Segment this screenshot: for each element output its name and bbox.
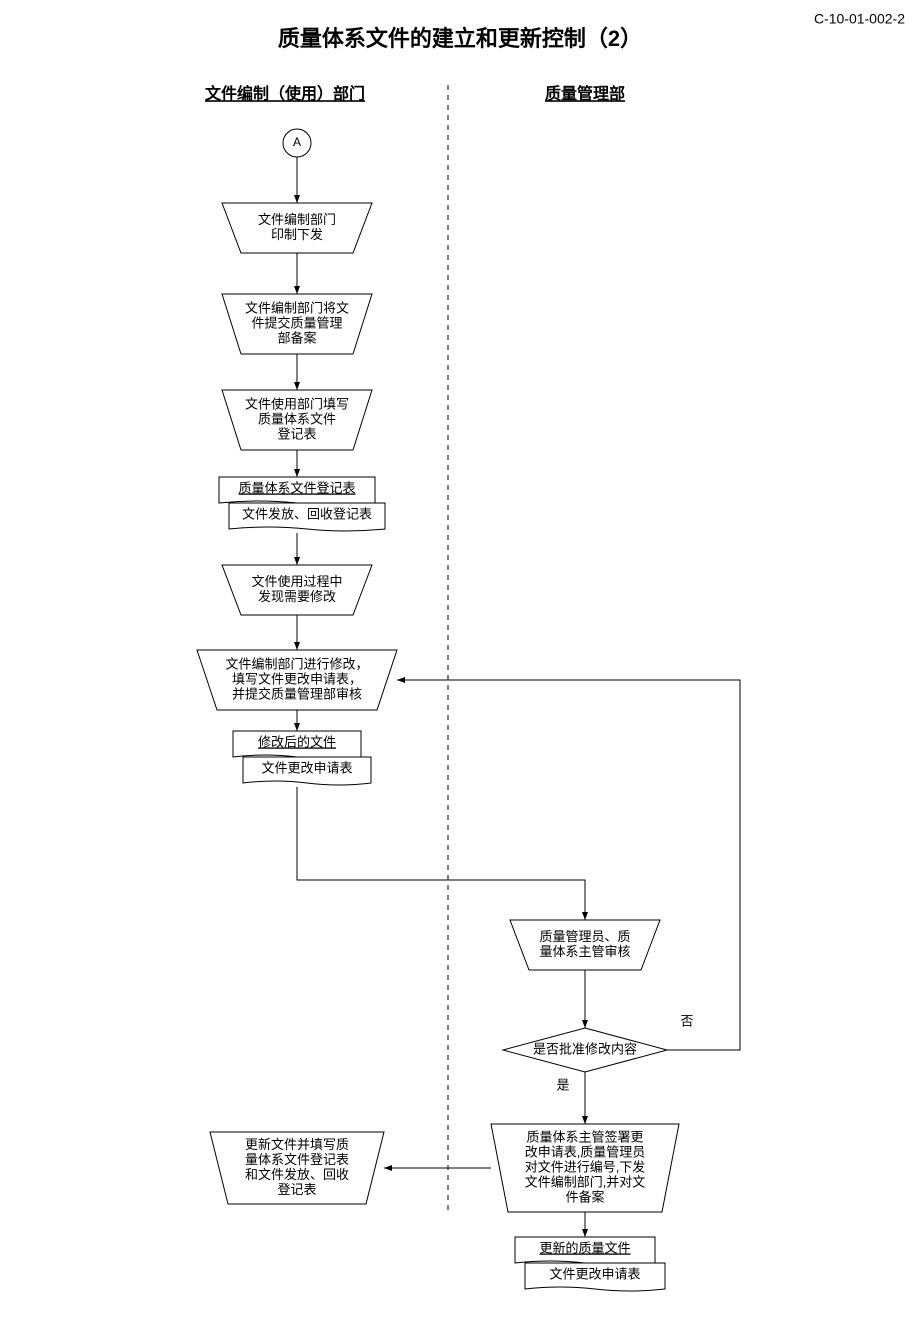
svg-text:印制下发: 印制下发 — [271, 227, 323, 242]
svg-text:文件编制部门进行修改，: 文件编制部门进行修改， — [225, 656, 368, 671]
svg-text:文件编制部门将文: 文件编制部门将文 — [245, 300, 349, 315]
svg-text:质量体系文件登记表: 质量体系文件登记表 — [238, 480, 355, 495]
svg-text:部备案: 部备案 — [277, 330, 316, 345]
svg-text:文件更改申请表: 文件更改申请表 — [261, 760, 352, 775]
svg-text:A: A — [293, 135, 301, 149]
svg-text:更新文件并填写质: 更新文件并填写质 — [245, 1137, 349, 1152]
svg-text:登记表: 登记表 — [277, 426, 316, 441]
svg-text:文件使用过程中: 文件使用过程中 — [251, 574, 342, 589]
svg-text:填写文件更改申请表，: 填写文件更改申请表， — [232, 671, 362, 686]
svg-text:修改后的文件: 修改后的文件 — [258, 734, 336, 749]
svg-text:并提交质量管理部审核: 并提交质量管理部审核 — [232, 686, 362, 701]
svg-text:量体系主管审核: 量体系主管审核 — [539, 944, 630, 959]
flowchart: C-10-01-002-2 质量体系文件的建立和更新控制（2） 文件编制（使用）部门… — [0, 0, 920, 1329]
svg-text:否: 否 — [680, 1013, 693, 1028]
svg-text:文件更改申请表: 文件更改申请表 — [549, 1266, 640, 1281]
svg-text:是: 是 — [556, 1077, 569, 1092]
svg-text:件提交质量管理: 件提交质量管理 — [251, 315, 342, 330]
svg-text:登记表: 登记表 — [277, 1182, 316, 1197]
doc-id: C-10-01-002-2 — [814, 11, 905, 27]
svg-text:文件使用部门填写: 文件使用部门填写 — [245, 396, 349, 411]
svg-text:质量体系文件: 质量体系文件 — [258, 411, 336, 426]
svg-text:文件发放、回收登记表: 文件发放、回收登记表 — [242, 506, 372, 521]
svg-text:文件编制部门,并对文: 文件编制部门,并对文 — [525, 1174, 646, 1189]
svg-text:和文件发放、回收: 和文件发放、回收 — [245, 1167, 349, 1182]
lane-header-left: 文件编制（使用）部门 — [205, 84, 365, 103]
svg-text:质量体系主管签署更: 质量体系主管签署更 — [526, 1129, 643, 1144]
svg-text:对文件进行编号,下发: 对文件进行编号,下发 — [525, 1159, 646, 1174]
svg-text:量体系文件登记表: 量体系文件登记表 — [245, 1152, 349, 1167]
svg-text:更新的质量文件: 更新的质量文件 — [539, 1240, 630, 1255]
svg-text:文件编制部门: 文件编制部门 — [258, 212, 336, 227]
svg-text:是否批准修改内容: 是否批准修改内容 — [533, 1041, 637, 1056]
svg-text:质量管理员、质: 质量管理员、质 — [539, 929, 630, 944]
svg-text:件备案: 件备案 — [565, 1189, 604, 1204]
page-title: 质量体系文件的建立和更新控制（2） — [278, 26, 642, 51]
lane-header-right: 质量管理部 — [545, 84, 625, 103]
svg-text:改申请表,质量管理员: 改申请表,质量管理员 — [525, 1144, 646, 1159]
svg-text:发现需要修改: 发现需要修改 — [258, 589, 336, 604]
